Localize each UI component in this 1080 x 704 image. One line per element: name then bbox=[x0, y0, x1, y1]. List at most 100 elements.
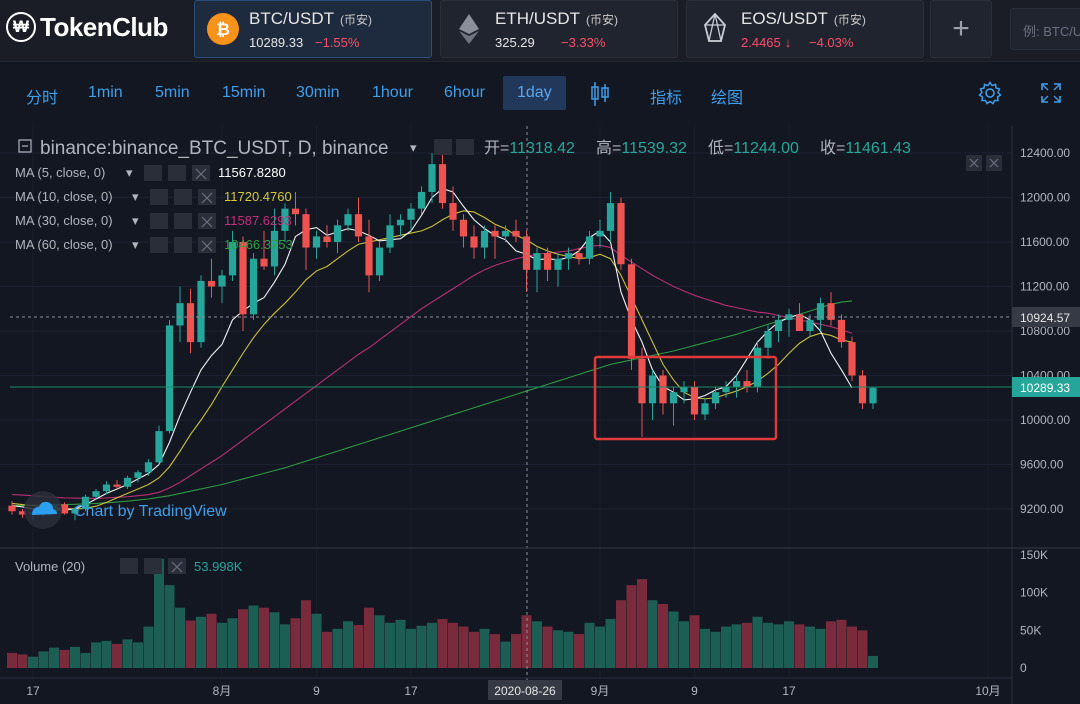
interval-5min[interactable]: 5min bbox=[155, 84, 190, 101]
ticker-price: 10289.33 bbox=[249, 35, 304, 50]
interval-tick[interactable]: 分时 bbox=[26, 90, 59, 107]
time-axis: 17 8月 9 17 9月 9 17 10月 bbox=[26, 684, 1000, 698]
draw-button[interactable]: 绘图 bbox=[711, 90, 744, 107]
price-chart[interactable]: 12400.00 12000.00 11600.00 11200.00 10800.00… bbox=[0, 126, 1080, 704]
time-tick-label: 9月 bbox=[591, 684, 610, 698]
tradingview-watermark: Chart by TradingView bbox=[74, 503, 227, 520]
candle-body bbox=[71, 509, 79, 514]
search-input[interactable]: 例: BTC/USDT bbox=[1010, 8, 1080, 50]
candle-body bbox=[260, 258, 268, 267]
candle-body bbox=[690, 386, 699, 415]
ethereum-icon bbox=[453, 13, 485, 45]
crosshair-date-label-bg bbox=[488, 680, 562, 700]
volume-bar bbox=[332, 628, 343, 668]
interval-30min[interactable]: 30min bbox=[296, 84, 340, 101]
ma-legend-label: MA (30, close, 0) bbox=[15, 213, 113, 228]
candlestick-icon[interactable] bbox=[590, 80, 610, 113]
ma-legend-value: 11567.8280 bbox=[218, 165, 286, 180]
close-label: 收= bbox=[820, 139, 845, 157]
volume-bar bbox=[280, 624, 290, 668]
price-tick-label: 11600.00 bbox=[1020, 235, 1069, 249]
svg-text:开=11318.42: 开=11318.42 bbox=[484, 140, 575, 157]
candle-body bbox=[837, 319, 846, 343]
ticker-btc-usdt[interactable]: ₿ BTC/USDT (币安) 10289.33 −1.55% bbox=[194, 0, 432, 58]
ticker-price: 325.29 bbox=[495, 35, 535, 50]
chart-toolbar: 分时 1min 5min 15min 30min 1hour 6hour 1da… bbox=[0, 66, 1080, 122]
interval-1day[interactable]: 1day bbox=[503, 76, 566, 110]
candle-body bbox=[386, 225, 394, 248]
app-logo[interactable]: ₩ TokenClub bbox=[6, 10, 168, 44]
ma-legend-value: 11720.4760 bbox=[224, 189, 292, 204]
volume-bar bbox=[259, 607, 269, 668]
price-tick-label: 10800.00 bbox=[1020, 324, 1070, 338]
interval-1min[interactable]: 1min bbox=[88, 84, 123, 101]
candle-body bbox=[827, 303, 835, 320]
ticker-eth-usdt[interactable]: ETH/USDT (币安) 325.29 −3.33% bbox=[440, 0, 678, 58]
ticker-pair: ETH/USDT (币安) bbox=[495, 9, 618, 28]
gear-icon[interactable] bbox=[978, 81, 1002, 110]
volume-bar bbox=[322, 631, 332, 668]
candle-body bbox=[743, 381, 751, 387]
gear-icon bbox=[174, 213, 192, 229]
low-label: 低= bbox=[708, 139, 733, 157]
price-tick-label: 9600.00 bbox=[1020, 458, 1064, 472]
candle-body bbox=[239, 242, 247, 315]
candle-body bbox=[753, 347, 762, 387]
interval-1hour[interactable]: 1hour bbox=[372, 84, 413, 101]
close-value: 11461.43 bbox=[845, 140, 911, 157]
candle-body bbox=[176, 303, 184, 326]
interval-15min[interactable]: 15min bbox=[222, 84, 266, 101]
volume-bar bbox=[826, 621, 836, 668]
volume-bar bbox=[532, 621, 542, 668]
candle-body bbox=[795, 314, 804, 331]
volume-bar bbox=[857, 630, 868, 668]
indicators-button[interactable]: 指标 bbox=[650, 90, 683, 107]
volume-bar bbox=[80, 652, 91, 668]
volume-bar bbox=[175, 607, 185, 668]
ma-legend-label: MA (10, close, 0) bbox=[15, 189, 113, 204]
candle-body bbox=[407, 208, 415, 220]
candle-body bbox=[669, 392, 678, 404]
volume-bar bbox=[406, 628, 416, 668]
interval-6hour[interactable]: 6hour bbox=[444, 84, 485, 101]
candle-body bbox=[333, 225, 342, 242]
price-tick-label: 10000.00 bbox=[1020, 413, 1070, 427]
logo-icon: ₩ bbox=[6, 12, 36, 42]
volume-bar bbox=[469, 631, 479, 668]
add-ticker-button[interactable]: + bbox=[930, 0, 992, 58]
volume-bar bbox=[500, 641, 511, 668]
volume-bar bbox=[710, 631, 721, 668]
collapse-legend-icon bbox=[18, 139, 32, 153]
chevron-down-icon: ▾ bbox=[132, 213, 139, 228]
chevron-down-icon: ▾ bbox=[132, 237, 139, 252]
svg-text:低=11244.00: 低=11244.00 bbox=[708, 139, 799, 157]
candle-body bbox=[491, 230, 499, 237]
volume-bar bbox=[364, 607, 374, 668]
time-tick-label: 17 bbox=[782, 684, 796, 698]
candle-body bbox=[785, 314, 793, 320]
gear-icon bbox=[174, 237, 192, 253]
volume-bar bbox=[122, 639, 133, 668]
price-tick-label: 12400.00 bbox=[1020, 146, 1070, 160]
volume-bar bbox=[584, 622, 595, 668]
candle-body bbox=[470, 236, 478, 248]
highlight-box bbox=[593, 355, 778, 441]
candle-body bbox=[18, 511, 27, 515]
candle-body bbox=[869, 387, 877, 404]
symbol-dropdown-icon: ▾ bbox=[410, 140, 417, 155]
candle-body bbox=[165, 325, 174, 432]
candle-body bbox=[354, 214, 363, 237]
svg-text:₿: ₿ bbox=[216, 20, 230, 39]
candle-body bbox=[249, 258, 258, 315]
crosshair-price-label-bg bbox=[1012, 307, 1080, 327]
fullscreen-icon[interactable] bbox=[1040, 82, 1062, 109]
volume-bar bbox=[605, 619, 616, 668]
volume-bar bbox=[217, 622, 227, 668]
volume-bar bbox=[815, 628, 826, 668]
volume-bar bbox=[773, 624, 784, 668]
candlesticks bbox=[8, 147, 877, 521]
ticker-eos-usdt[interactable]: EOS/USDT (币安) 2.4465 ↓ −4.03% bbox=[686, 0, 924, 58]
gear-icon bbox=[168, 165, 186, 181]
ticker-change: −3.33% bbox=[561, 35, 606, 50]
candle-body bbox=[365, 236, 373, 276]
